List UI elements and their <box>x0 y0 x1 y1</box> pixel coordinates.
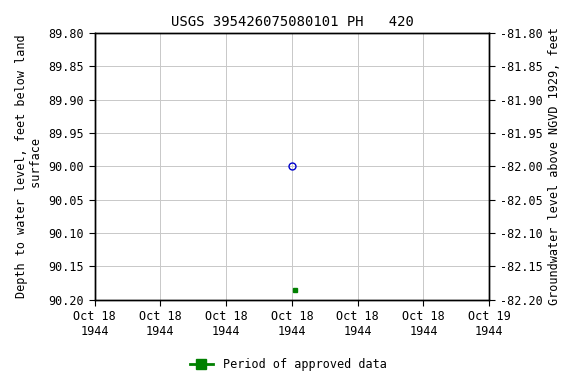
Y-axis label: Depth to water level, feet below land
 surface: Depth to water level, feet below land su… <box>15 35 43 298</box>
Legend: Period of approved data: Period of approved data <box>185 354 391 376</box>
Title: USGS 395426075080101 PH   420: USGS 395426075080101 PH 420 <box>170 15 414 29</box>
Y-axis label: Groundwater level above NGVD 1929, feet: Groundwater level above NGVD 1929, feet <box>548 28 561 305</box>
